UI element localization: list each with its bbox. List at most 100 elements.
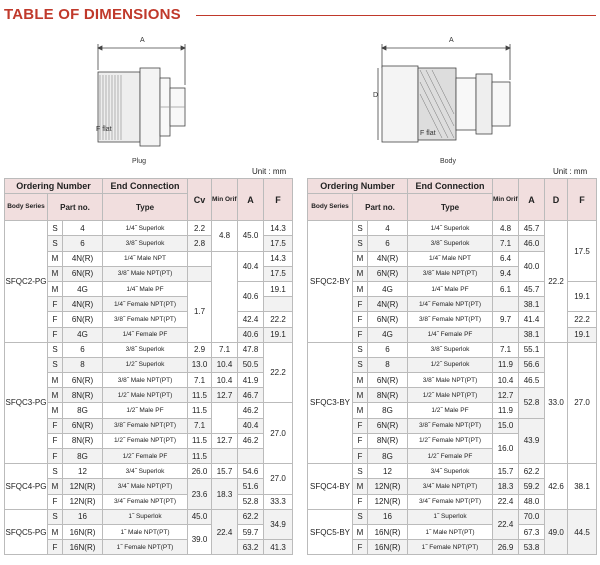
type-cell: 1/4˝ Female NPT(PT) bbox=[407, 296, 493, 313]
table-row: M 6N(R) 3/8˝ Male NPT(PT) 9.4 bbox=[308, 265, 597, 282]
mo-cell: 16.0 bbox=[492, 432, 519, 465]
a-cell: 52.8 bbox=[237, 493, 264, 510]
mo-cell bbox=[211, 402, 238, 434]
body-series-cell: SFQC2-PG bbox=[4, 220, 48, 343]
code-cell: F bbox=[352, 417, 368, 434]
cv-cell bbox=[187, 265, 212, 282]
mo-cell: 18.3 bbox=[492, 478, 519, 495]
code-cell: F bbox=[47, 311, 63, 328]
mo-cell: 12.7 bbox=[211, 387, 238, 404]
a-cell: 46.0 bbox=[518, 235, 545, 252]
code-cell: S bbox=[352, 220, 368, 237]
type-cell: 3/4˝ Superlok bbox=[102, 463, 188, 480]
f-cell: 27.0 bbox=[263, 463, 293, 495]
type-cell: 3/8˝ Male NPT(PT) bbox=[102, 265, 188, 282]
end-connection-header: End Connection bbox=[102, 177, 188, 195]
table-row: SFQC3-PG S 6 3/8˝ Superlok 2.9 7.1 47.8 22.2 bbox=[4, 341, 293, 465]
a-cell: 55.1 bbox=[518, 341, 545, 358]
f-cell: 27.0 bbox=[263, 402, 293, 465]
part-no-cell: 16N(R) bbox=[62, 523, 103, 541]
code-cell: F bbox=[352, 539, 368, 556]
type-cell: 1˝ Female NPT(PT) bbox=[102, 539, 188, 556]
a-cell: 42.4 bbox=[237, 311, 264, 328]
f-cell: 27.0 bbox=[567, 341, 597, 465]
table-row: F 12N(R) 3/4˝ Female NPT(PT) 22.4 48.0 bbox=[308, 493, 597, 510]
table-row: M 12N(R) 3/4˝ Male NPT(PT) 23.6 18.3 51.6 bbox=[5, 478, 293, 510]
part-no-cell: 4 bbox=[367, 220, 408, 237]
part-no-cell: 8N(R) bbox=[367, 432, 408, 450]
mo-cell: 15.0 bbox=[492, 417, 519, 434]
plug-dim-a: A bbox=[140, 37, 145, 44]
body-series-cell: SFQC5-BY bbox=[307, 508, 353, 556]
mo-cell bbox=[211, 250, 238, 343]
table-row: M 8G 1/2˝ Male PF 11.5 46.2 27.0 bbox=[5, 402, 293, 465]
f-cell: 34.9 bbox=[263, 508, 293, 541]
code-cell: S bbox=[47, 341, 63, 358]
cv-cell: 11.5 bbox=[187, 387, 212, 404]
type-cell: 1/2˝ Female NPT(PT) bbox=[407, 432, 493, 450]
type-cell: 1/4˝ Superlok bbox=[407, 220, 493, 237]
table-row: M 4G 1/4˝ Male PF 6.1 45.7 19.1 bbox=[308, 280, 597, 313]
f-cell: 19.1 bbox=[567, 280, 597, 313]
type-cell: 1/4˝ Male NPT bbox=[102, 250, 188, 267]
type-cell: 3/4˝ Male NPT(PT) bbox=[407, 478, 493, 495]
table-row: M 12N(R) 3/4˝ Male NPT(PT) 18.3 59.2 bbox=[308, 478, 597, 495]
table-row: F 16N(R) 1˝ Female NPT(PT) 63.2 41.3 bbox=[5, 539, 293, 556]
a-cell: 54.6 bbox=[237, 463, 264, 480]
a-cell: 62.2 bbox=[237, 508, 264, 525]
code-cell: S bbox=[352, 463, 368, 480]
table-row: F 4G 1/4˝ Female PF 38.1 19.1 bbox=[308, 326, 597, 343]
body-series-cell: SFQC3-PG bbox=[4, 341, 48, 465]
table-row: S 8 1/2˝ Superlok 11.9 56.6 bbox=[308, 356, 597, 374]
type-cell: 1/4˝ Superlok bbox=[102, 220, 188, 237]
table-row: M 8N(R) 1/2˝ Male NPT(PT) 12.7 52.8 bbox=[308, 387, 597, 419]
a-cell: 46.2 bbox=[237, 402, 264, 419]
table-row: F 6N(R) 3/8˝ Female NPT(PT) 7.1 40.4 bbox=[5, 417, 293, 434]
a-cell: 53.8 bbox=[518, 539, 545, 556]
f-cell: 19.1 bbox=[263, 280, 293, 298]
body-series-cell: SFQC5-PG bbox=[4, 508, 48, 556]
f-cell: 41.3 bbox=[263, 539, 293, 556]
ordering-number-header: Ordering Number bbox=[4, 177, 103, 195]
table-row: M 16N(R) 1˝ Male NPT(PT) 39.0 59.7 bbox=[5, 523, 293, 556]
table-row: F 8G 1/2˝ Female PF bbox=[308, 447, 597, 465]
mo-cell: 15.7 bbox=[211, 463, 238, 480]
type-cell: 3/8˝ Female NPT(PT) bbox=[407, 311, 493, 328]
table-row: M 8N(R) 1/2˝ Male NPT(PT) 11.5 12.7 46.7 bbox=[5, 387, 293, 404]
type-cell: 3/4˝ Superlok bbox=[407, 463, 493, 480]
table-row: F 8N(R) 1/2˝ Female NPT(PT) 16.0 bbox=[308, 432, 597, 465]
type-cell: 1˝ Superlok bbox=[102, 508, 188, 525]
body-dim-d: D bbox=[373, 92, 379, 99]
mo-cell: 6.1 bbox=[492, 280, 519, 298]
code-cell: M bbox=[352, 280, 368, 298]
type-cell: 3/8˝ Male NPT(PT) bbox=[407, 265, 493, 282]
type-cell: 1/4˝ Male PF bbox=[102, 280, 188, 298]
type-cell: 3/8˝ Female NPT(PT) bbox=[407, 417, 493, 434]
f-cell: 19.1 bbox=[567, 326, 597, 343]
body-series-header: Body Series bbox=[4, 193, 48, 222]
part-no-cell: 8N(R) bbox=[62, 387, 103, 404]
part-no-cell: 6 bbox=[367, 235, 408, 252]
code-cell: S bbox=[47, 356, 63, 374]
cv-cell: 11.5 bbox=[187, 432, 212, 450]
part-no-cell: 4G bbox=[62, 326, 103, 343]
code-cell: M bbox=[352, 265, 368, 282]
cv-cell: 23.6 bbox=[187, 478, 212, 510]
mo-cell: 10.4 bbox=[211, 372, 238, 389]
plug-f-flat: F flat bbox=[96, 126, 112, 133]
code-cell: M bbox=[352, 523, 368, 541]
code-cell: M bbox=[352, 250, 368, 267]
code-cell: S bbox=[352, 235, 368, 252]
part-no-cell: 4N(R) bbox=[367, 250, 408, 267]
code-cell: M bbox=[47, 387, 63, 404]
a-cell: 51.6 bbox=[237, 478, 264, 495]
mo-cell: 12.7 bbox=[211, 432, 238, 450]
table-row: F 12N(R) 3/4˝ Female NPT(PT) 52.8 33.3 bbox=[5, 493, 293, 510]
type-cell: 3/8˝ Superlok bbox=[407, 341, 493, 358]
a-cell: 46.2 bbox=[237, 432, 264, 450]
mo-cell: 18.3 bbox=[211, 478, 238, 510]
cv-cell: 26.0 bbox=[187, 463, 212, 480]
a-cell: 46.7 bbox=[237, 387, 264, 404]
table-row: SFQC4-PG S 12 3/4˝ Superlok 26.0 15.7 54.6 27.0 bbox=[4, 463, 293, 510]
part-no-cell: 12 bbox=[62, 463, 103, 480]
